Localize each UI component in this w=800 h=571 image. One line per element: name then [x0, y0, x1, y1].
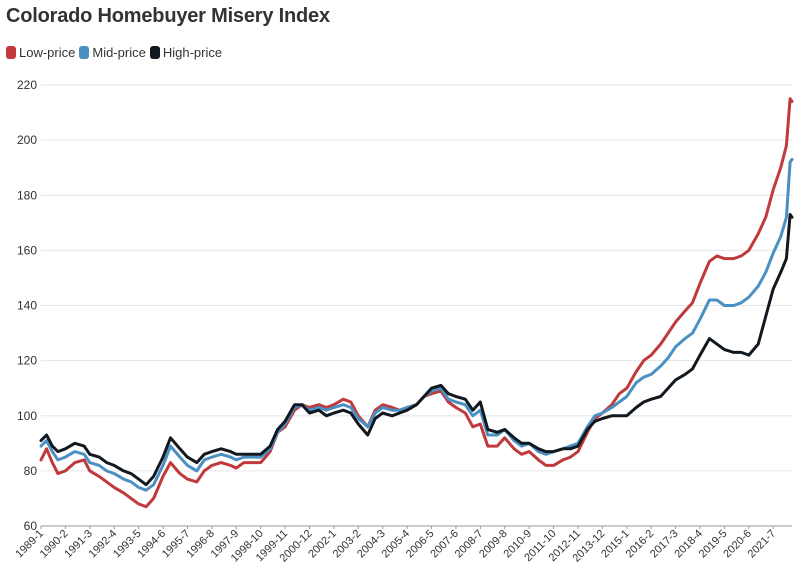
legend-item-mid-price[interactable]: Mid-price	[79, 45, 146, 60]
legend: Low-price Mid-price High-price	[6, 45, 226, 60]
y-tick-label: 180	[17, 188, 37, 202]
y-tick-label: 80	[24, 464, 38, 478]
legend-swatch-mid-price	[79, 46, 90, 59]
legend-label-low-price: Low-price	[19, 45, 76, 60]
y-tick-label: 120	[17, 354, 37, 368]
y-tick-label: 160	[17, 243, 37, 257]
legend-label-high-price: High-price	[162, 45, 223, 60]
series-line-low-price	[39, 97, 794, 509]
y-tick-label: 220	[17, 78, 37, 92]
series-line-high-price	[39, 213, 794, 487]
legend-swatch-high-price	[149, 46, 160, 59]
x-tick-label: 2021-7	[746, 528, 779, 561]
series-line-mid-price	[39, 157, 794, 492]
y-tick-label: 60	[24, 519, 38, 533]
legend-item-low-price[interactable]: Low-price	[6, 45, 75, 60]
y-tick-label: 200	[17, 133, 37, 147]
legend-label-mid-price: Mid-price	[92, 45, 146, 60]
chart-title: Colorado Homebuyer Misery Index	[6, 5, 330, 27]
y-tick-label: 100	[17, 409, 37, 423]
legend-item-high-price[interactable]: High-price	[149, 45, 223, 60]
legend-swatch-low-price	[6, 46, 16, 59]
y-tick-label: 140	[17, 299, 37, 313]
